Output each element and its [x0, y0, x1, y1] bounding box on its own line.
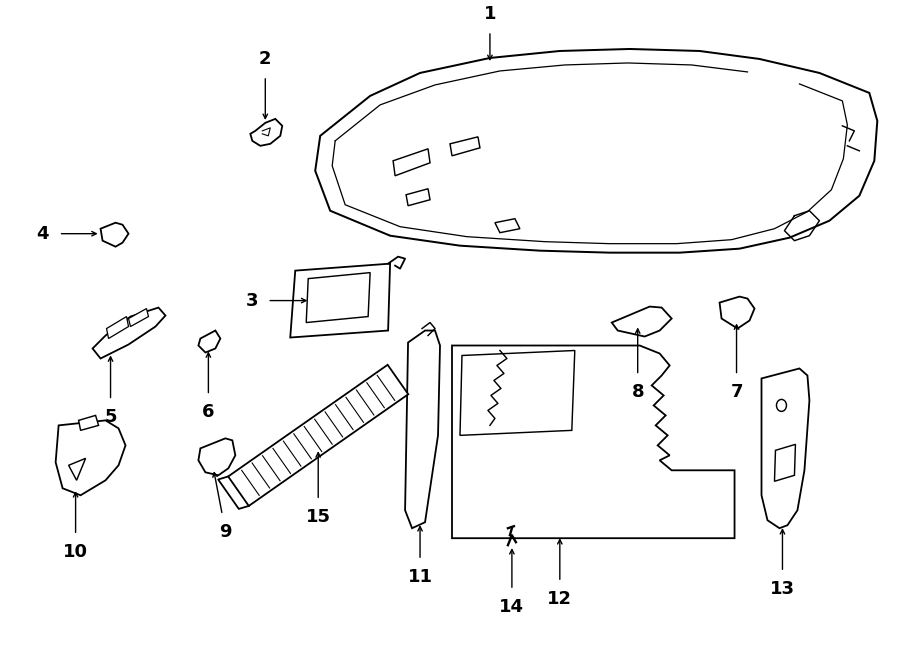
Polygon shape — [78, 415, 99, 430]
Text: 3: 3 — [246, 292, 258, 309]
Polygon shape — [198, 330, 220, 352]
Text: 1: 1 — [483, 5, 496, 23]
Text: 7: 7 — [730, 383, 742, 401]
Polygon shape — [250, 119, 283, 146]
Text: 10: 10 — [63, 543, 88, 561]
Polygon shape — [406, 189, 430, 206]
Polygon shape — [612, 307, 671, 336]
Polygon shape — [393, 149, 430, 176]
Polygon shape — [93, 307, 166, 358]
Polygon shape — [315, 49, 878, 253]
Polygon shape — [106, 317, 129, 338]
Text: 5: 5 — [104, 408, 117, 426]
Ellipse shape — [777, 399, 787, 411]
Polygon shape — [761, 368, 809, 528]
Text: 15: 15 — [306, 508, 330, 526]
Polygon shape — [198, 438, 235, 475]
Polygon shape — [452, 346, 734, 538]
Polygon shape — [775, 444, 796, 481]
Polygon shape — [291, 264, 390, 338]
Polygon shape — [450, 137, 480, 156]
Text: 6: 6 — [202, 403, 214, 422]
Text: 8: 8 — [632, 383, 644, 401]
Polygon shape — [101, 223, 129, 247]
Text: 9: 9 — [219, 524, 231, 541]
Polygon shape — [495, 219, 520, 233]
Text: 13: 13 — [770, 580, 795, 598]
Text: 14: 14 — [500, 598, 525, 616]
Polygon shape — [229, 365, 409, 506]
Text: 11: 11 — [408, 568, 433, 586]
Polygon shape — [129, 309, 148, 327]
Polygon shape — [68, 458, 86, 481]
Text: 12: 12 — [547, 590, 572, 608]
Polygon shape — [306, 272, 370, 323]
Polygon shape — [405, 330, 440, 528]
Text: 4: 4 — [36, 225, 49, 243]
Polygon shape — [56, 420, 125, 495]
Polygon shape — [460, 350, 575, 436]
Text: 2: 2 — [259, 50, 272, 68]
Polygon shape — [720, 297, 754, 329]
